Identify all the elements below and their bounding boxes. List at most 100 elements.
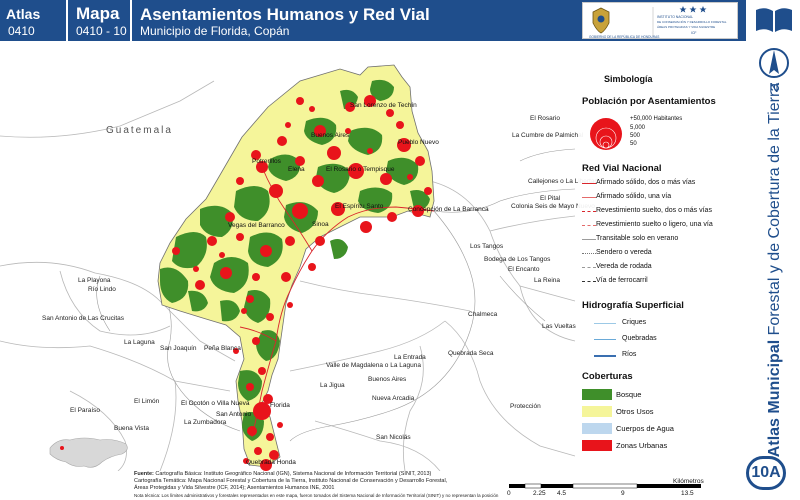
scale-tick: 4.5 (557, 490, 567, 497)
legend-hydro-heading: Hidrografía Superficial (582, 300, 684, 311)
place-label: Nueva Arcadia (372, 395, 415, 402)
cover-label: Zonas Urbanas (616, 441, 668, 450)
map-title: Asentamientos Humanos y Red Vial (140, 5, 430, 24)
forest-cover (160, 79, 430, 441)
place-label: Concepción de La Barranca (408, 206, 489, 213)
population-class-label: 500 (630, 133, 641, 139)
municipality-area (157, 64, 435, 468)
road-symbol (582, 197, 596, 198)
svg-text:DE CONSERVACIÓN Y DESARROLLO F: DE CONSERVACIÓN Y DESARROLLO FORESTAL (657, 19, 727, 24)
place-label: Buenos Aires (311, 132, 350, 139)
header-divider (130, 0, 132, 41)
place-label: La Cumbre de Palmichal (512, 132, 584, 139)
place-label: Río Lindo (88, 286, 116, 293)
road-symbol (582, 253, 596, 254)
institution-logos: GOBIERNO DE LA REPÚBLICA DE HONDURAS INS… (582, 2, 738, 39)
atlas-side-title: Atlas Municipal Forestal y de Cobertura … (766, 82, 783, 458)
header-divider (66, 0, 68, 41)
scale-tick: 0 (507, 490, 511, 497)
road-class-label: Vía de ferrocarril (596, 277, 648, 284)
population-symbols (590, 118, 622, 150)
cover-swatch (582, 423, 612, 434)
road-symbol (582, 183, 596, 184)
place-label: El Rosario (530, 115, 560, 122)
place-label: El Rosario o Tempisque (326, 166, 395, 173)
place-label: Buenos Aires (368, 376, 407, 383)
atlas-label: Atlas (6, 6, 41, 22)
hydro-label: Ríos (622, 351, 637, 358)
header-bar: Atlas 0410 Mapa 0410 - 10 Asentamientos … (0, 0, 746, 41)
place-label: San Antonio (216, 411, 252, 418)
legend-roads-heading: Red Vial Nacional (582, 163, 662, 174)
scale-units: Kilómetros (673, 478, 704, 485)
place-label: La Reina (534, 277, 561, 284)
road-symbol (582, 267, 596, 268)
place-label: El Encanto (508, 266, 540, 273)
place-label: Quebrada Seca (448, 350, 494, 357)
north-label: N (769, 80, 778, 95)
municipal-borders (0, 80, 576, 471)
place-label: La Jigua (320, 382, 345, 389)
atlas-number: 0410 (8, 24, 35, 38)
coat-of-arms-icon (592, 7, 610, 34)
place-label: San Nicolás (376, 434, 411, 441)
place-label: Pueblo Nuevo (398, 139, 439, 146)
place-label: El Paraíso (70, 407, 100, 414)
hydro-label: Criques (622, 319, 647, 326)
place-label: Los Tangos (470, 243, 504, 250)
place-label: Bodega de Los Tangos (484, 256, 551, 263)
road-symbol (582, 211, 596, 212)
road-class-label: Afirmado sólido, una vía (596, 193, 672, 200)
place-label: La Laguna (124, 339, 155, 346)
road-class-label: Sendero o vereda (596, 249, 652, 256)
road-class-label: Vereda de rodada (596, 263, 652, 270)
place-label: Elena (288, 166, 305, 173)
place-label: Chalmeca (468, 311, 498, 318)
place-label: La Entrada (394, 354, 426, 361)
legend-cover-heading: Coberturas (582, 371, 633, 382)
road-symbol (582, 239, 596, 240)
cover-swatch (582, 389, 612, 400)
mapa-label: Mapa (76, 4, 120, 23)
open-book-icon (756, 8, 792, 33)
sheet-badge: 10A (746, 456, 786, 490)
place-label: Florida (270, 402, 290, 409)
regional-roads (96, 148, 576, 442)
population-class-label: 5,000 (630, 125, 646, 131)
place-label: Quebrada Honda (246, 459, 296, 466)
road-class-label: Afirmado sólido, dos o más vías (596, 179, 696, 186)
place-label: San Lorenzo de Techín (350, 102, 417, 109)
place-label: San Joaquín (160, 345, 197, 352)
place-label: San Antonio de Las Crucitas (42, 315, 125, 322)
population-class-label: 50 (630, 141, 637, 147)
svg-text:INSTITUTO NACIONAL: INSTITUTO NACIONAL (657, 15, 693, 19)
place-label: Buena Vista (114, 425, 149, 432)
place-label: Colonia Seis de Mayo Nuevo (511, 203, 595, 210)
place-label: La Zumbadora (184, 419, 227, 426)
road-class-label: Revestimiento suelto o ligero, una vía (596, 221, 713, 228)
cover-label: Cuerpos de Agua (616, 424, 674, 433)
scale-tick: 2.25 (533, 490, 546, 497)
hydro-symbol (594, 339, 616, 340)
map-subtitle: Municipio de Florida, Copán (140, 24, 290, 38)
country-label: Guatemala (106, 125, 173, 136)
road-symbol (582, 225, 596, 226)
place-label: El Ocotón o Villa Nueva (181, 400, 250, 407)
locator-map (49, 437, 128, 468)
scale-bar: 0 2.25 4.5 9 13.5 Kilómetros (505, 478, 705, 500)
road-class-label: Revestimiento suelto, dos o más vías (596, 207, 712, 214)
place-label: Callejones o La Libertad (528, 178, 599, 185)
cover-swatch (582, 440, 612, 451)
cover-label: Bosque (616, 390, 642, 399)
place-label: Protección (510, 403, 541, 410)
legend-population-heading: Población por Asentamientos (582, 96, 716, 107)
road-class-label: Transitable solo en verano (596, 235, 679, 242)
hydro-label: Quebradas (622, 335, 657, 342)
scale-tick: 9 (621, 490, 625, 497)
population-class-label: +50,000 Habitantes (630, 116, 683, 122)
place-label: Potrerillos (252, 158, 281, 165)
mapa-number: 0410 - 10 (76, 24, 127, 38)
svg-text:GOBIERNO DE LA REPÚBLICA DE HO: GOBIERNO DE LA REPÚBLICA DE HONDURAS (589, 34, 659, 39)
national-roads (239, 166, 435, 438)
settlements (172, 95, 432, 471)
